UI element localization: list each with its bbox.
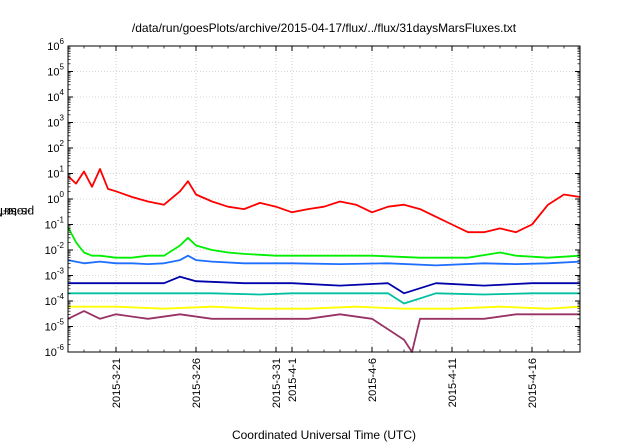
y-tick-label: 10-1 [45,216,65,232]
x-tick-label: 2015-4-16 [527,358,539,408]
x-tick-label: 2015-3-31 [271,358,283,408]
y-axis-label: protons/cm2-s-sr-MeV [0,205,35,220]
y-tick-label: 100 [47,190,64,206]
series-line [68,275,580,295]
y-tick-label: 104 [47,88,64,104]
chart-title: /data/run/goesPlots/archive/2015-04-17/f… [131,21,517,35]
y-tick-label: 101 [47,165,64,181]
y-tick-label: 10-4 [45,292,65,308]
series-line [68,305,581,310]
y-tick-label: 106 [47,37,64,53]
y-tick-label: 10-6 [45,343,65,359]
y-tick-label: 103 [47,114,64,130]
y-tick-label: 102 [47,139,64,155]
y-tick-label: 10-5 [45,318,65,334]
series-line [68,292,580,305]
series-line [67,254,581,267]
x-tick-label: 2015-4-11 [447,358,459,407]
grid-lines [68,46,580,352]
x-tick-label: 2015-4-1 [287,358,299,402]
y-tick-label: 10-3 [45,267,65,283]
series-line [67,310,580,353]
series-line [67,226,581,259]
y-tick-label: 105 [47,63,64,79]
x-tick-label: 2015-3-26 [191,358,203,408]
x-tick-label: 2015-3-21 [111,358,123,408]
x-axis-label: Coordinated Universal Time (UTC) [231,428,417,442]
series-group [67,168,581,353]
y-axis-ticks: 10-6 10-5 10-4 10-3 10-2 10-1 100 101 102 103 104 1… [45,37,580,359]
series-line [67,168,581,234]
y-tick-label: 10-2 [45,241,65,257]
x-tick-label: 2015-4-6 [367,358,379,402]
x-axis-ticks: 2015-3-21 2015-3-26 2015-3-31 2015-4-1 2015-… [67,46,581,408]
